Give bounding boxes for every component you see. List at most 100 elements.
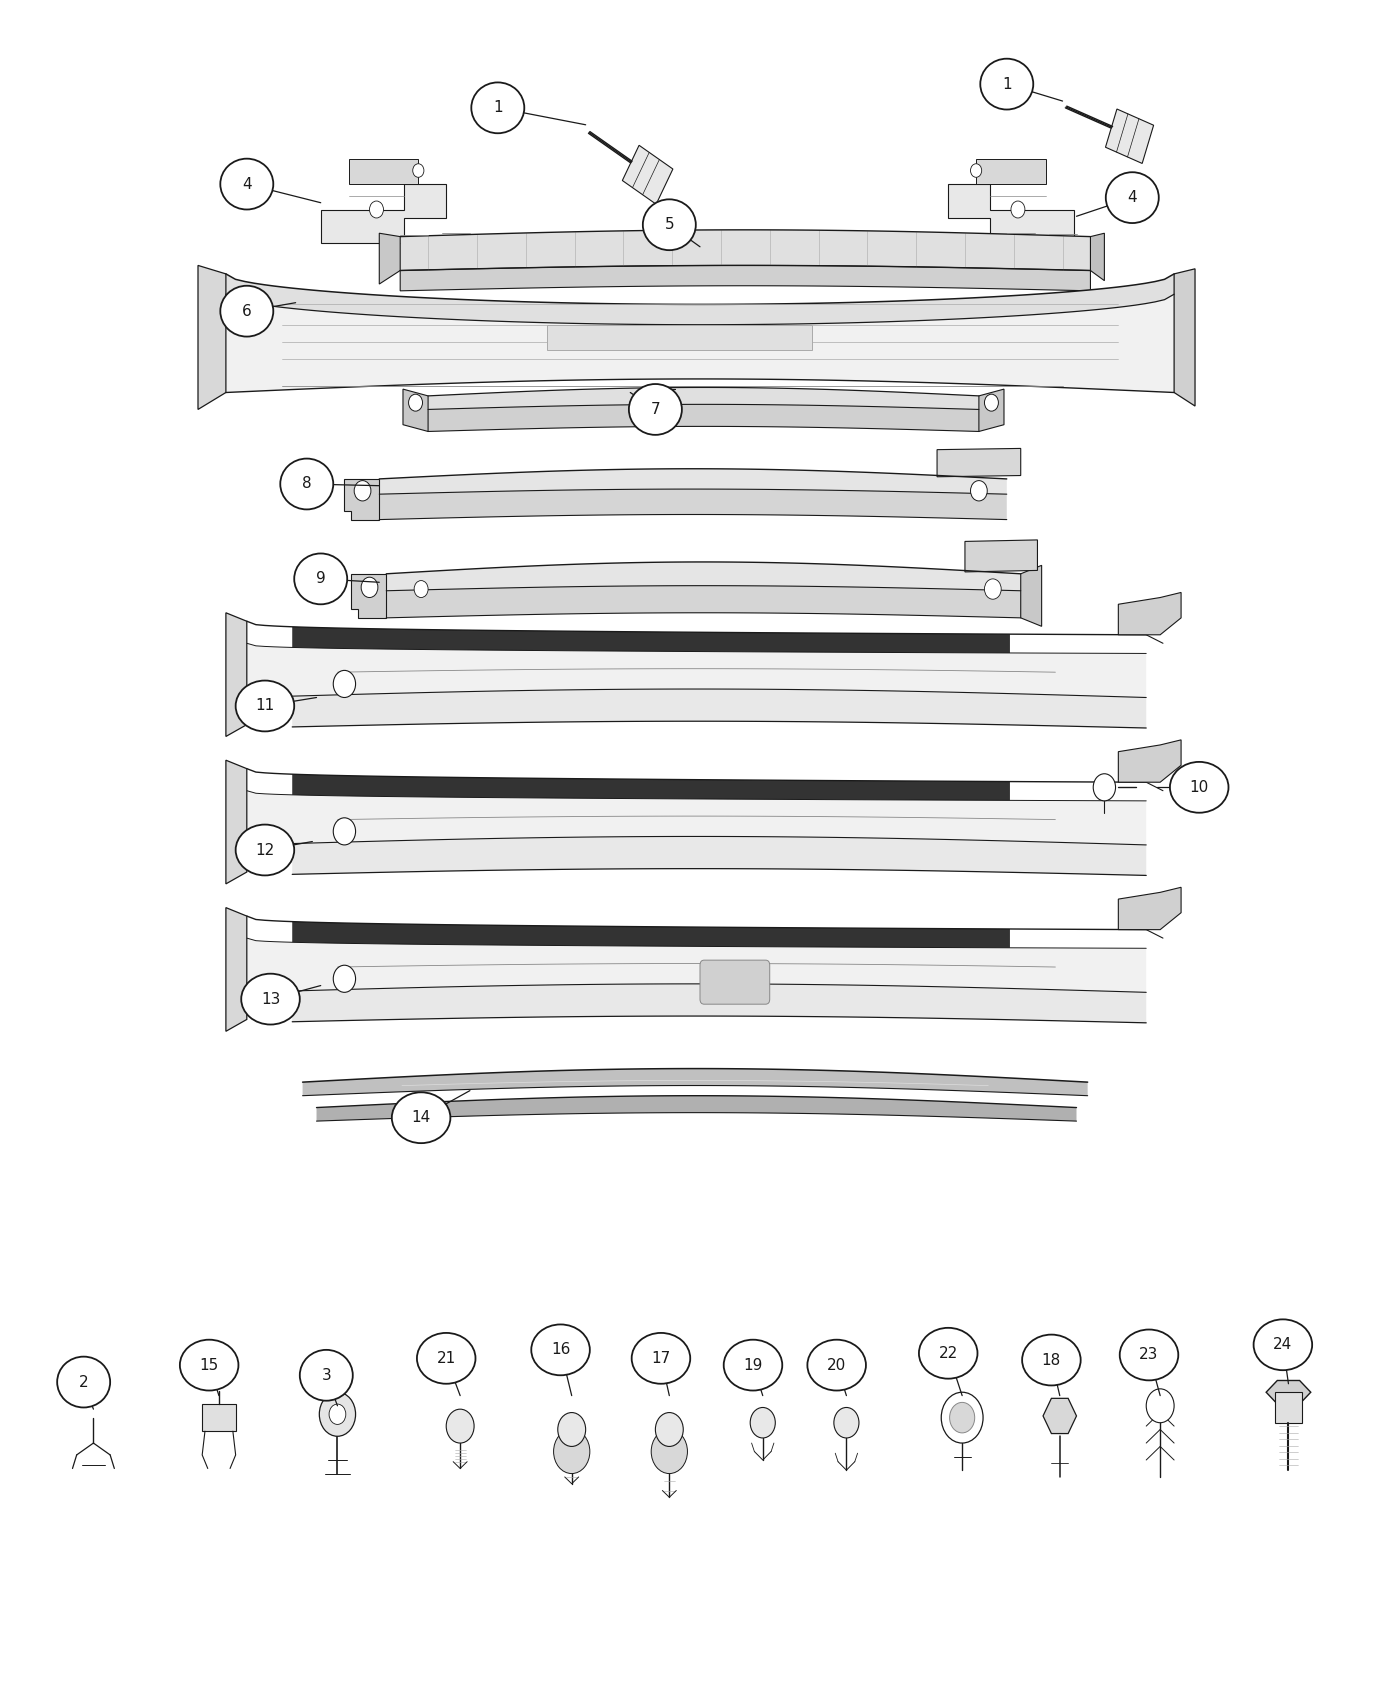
Polygon shape [293, 836, 1147, 876]
Ellipse shape [294, 554, 347, 604]
Circle shape [361, 578, 378, 597]
Circle shape [333, 670, 356, 697]
Polygon shape [1043, 1399, 1077, 1433]
Circle shape [447, 1409, 475, 1443]
Ellipse shape [1120, 1329, 1179, 1380]
Polygon shape [403, 389, 428, 432]
Text: 14: 14 [412, 1110, 431, 1125]
Text: 15: 15 [200, 1358, 218, 1372]
Ellipse shape [643, 199, 696, 250]
Text: 4: 4 [242, 177, 252, 192]
Text: 18: 18 [1042, 1353, 1061, 1367]
Text: 9: 9 [316, 571, 326, 586]
Ellipse shape [300, 1350, 353, 1401]
Polygon shape [225, 760, 246, 884]
Ellipse shape [417, 1333, 476, 1384]
Circle shape [1093, 774, 1116, 801]
Text: 2: 2 [78, 1375, 88, 1389]
Circle shape [655, 1413, 683, 1447]
Ellipse shape [1170, 762, 1228, 813]
Polygon shape [1119, 740, 1182, 782]
Polygon shape [379, 469, 1007, 495]
Polygon shape [979, 389, 1004, 432]
Polygon shape [293, 921, 1009, 949]
Ellipse shape [57, 1357, 111, 1408]
Ellipse shape [220, 158, 273, 209]
Polygon shape [1274, 1392, 1302, 1423]
Polygon shape [246, 790, 1147, 845]
Polygon shape [225, 612, 246, 736]
Text: 24: 24 [1273, 1338, 1292, 1352]
Polygon shape [316, 1096, 1077, 1120]
Ellipse shape [472, 82, 524, 133]
Circle shape [984, 580, 1001, 598]
Text: 6: 6 [242, 304, 252, 318]
Ellipse shape [980, 60, 1033, 109]
Polygon shape [1119, 887, 1182, 930]
Polygon shape [428, 405, 979, 432]
Polygon shape [302, 1069, 1088, 1096]
Polygon shape [321, 184, 447, 243]
Ellipse shape [918, 1328, 977, 1379]
Text: 16: 16 [550, 1343, 570, 1357]
Circle shape [553, 1430, 589, 1474]
Text: 20: 20 [827, 1358, 846, 1372]
Circle shape [834, 1408, 860, 1438]
Circle shape [651, 1430, 687, 1474]
Circle shape [413, 163, 424, 177]
Polygon shape [379, 233, 400, 284]
Polygon shape [948, 184, 1074, 243]
Circle shape [370, 201, 384, 218]
Text: 1: 1 [493, 100, 503, 116]
Ellipse shape [1253, 1319, 1312, 1370]
Polygon shape [1175, 269, 1196, 406]
Polygon shape [246, 938, 1147, 993]
Polygon shape [293, 984, 1147, 1023]
Ellipse shape [531, 1324, 589, 1375]
Circle shape [1147, 1389, 1175, 1423]
Ellipse shape [1106, 172, 1159, 223]
Ellipse shape [629, 384, 682, 435]
Circle shape [319, 1392, 356, 1436]
Circle shape [949, 1402, 974, 1433]
Text: 19: 19 [743, 1358, 763, 1372]
Text: 1: 1 [1002, 76, 1012, 92]
Ellipse shape [808, 1340, 867, 1391]
Ellipse shape [179, 1340, 238, 1391]
Polygon shape [1119, 592, 1182, 634]
Text: 13: 13 [260, 991, 280, 1006]
Ellipse shape [631, 1333, 690, 1384]
FancyBboxPatch shape [700, 960, 770, 1005]
Polygon shape [546, 325, 812, 350]
Polygon shape [1091, 233, 1105, 280]
Text: 7: 7 [651, 401, 661, 416]
Polygon shape [379, 490, 1007, 520]
Ellipse shape [392, 1093, 451, 1142]
Text: 5: 5 [665, 218, 675, 233]
Text: 3: 3 [322, 1368, 332, 1382]
Circle shape [414, 581, 428, 597]
Text: 8: 8 [302, 476, 312, 491]
Polygon shape [1266, 1380, 1310, 1404]
Polygon shape [293, 627, 1009, 653]
Polygon shape [225, 908, 246, 1032]
Polygon shape [1021, 566, 1042, 626]
Polygon shape [400, 230, 1091, 270]
Polygon shape [428, 388, 979, 410]
Ellipse shape [220, 286, 273, 337]
Ellipse shape [235, 824, 294, 876]
Circle shape [941, 1392, 983, 1443]
Polygon shape [225, 294, 1175, 393]
Ellipse shape [1022, 1334, 1081, 1385]
Circle shape [970, 163, 981, 177]
Polygon shape [293, 774, 1009, 801]
Polygon shape [400, 265, 1091, 291]
Ellipse shape [241, 974, 300, 1025]
Circle shape [750, 1408, 776, 1438]
Polygon shape [349, 158, 419, 184]
Polygon shape [197, 265, 225, 410]
Text: 21: 21 [437, 1352, 456, 1365]
Polygon shape [293, 688, 1147, 728]
Polygon shape [965, 541, 1037, 571]
Polygon shape [1106, 109, 1154, 163]
